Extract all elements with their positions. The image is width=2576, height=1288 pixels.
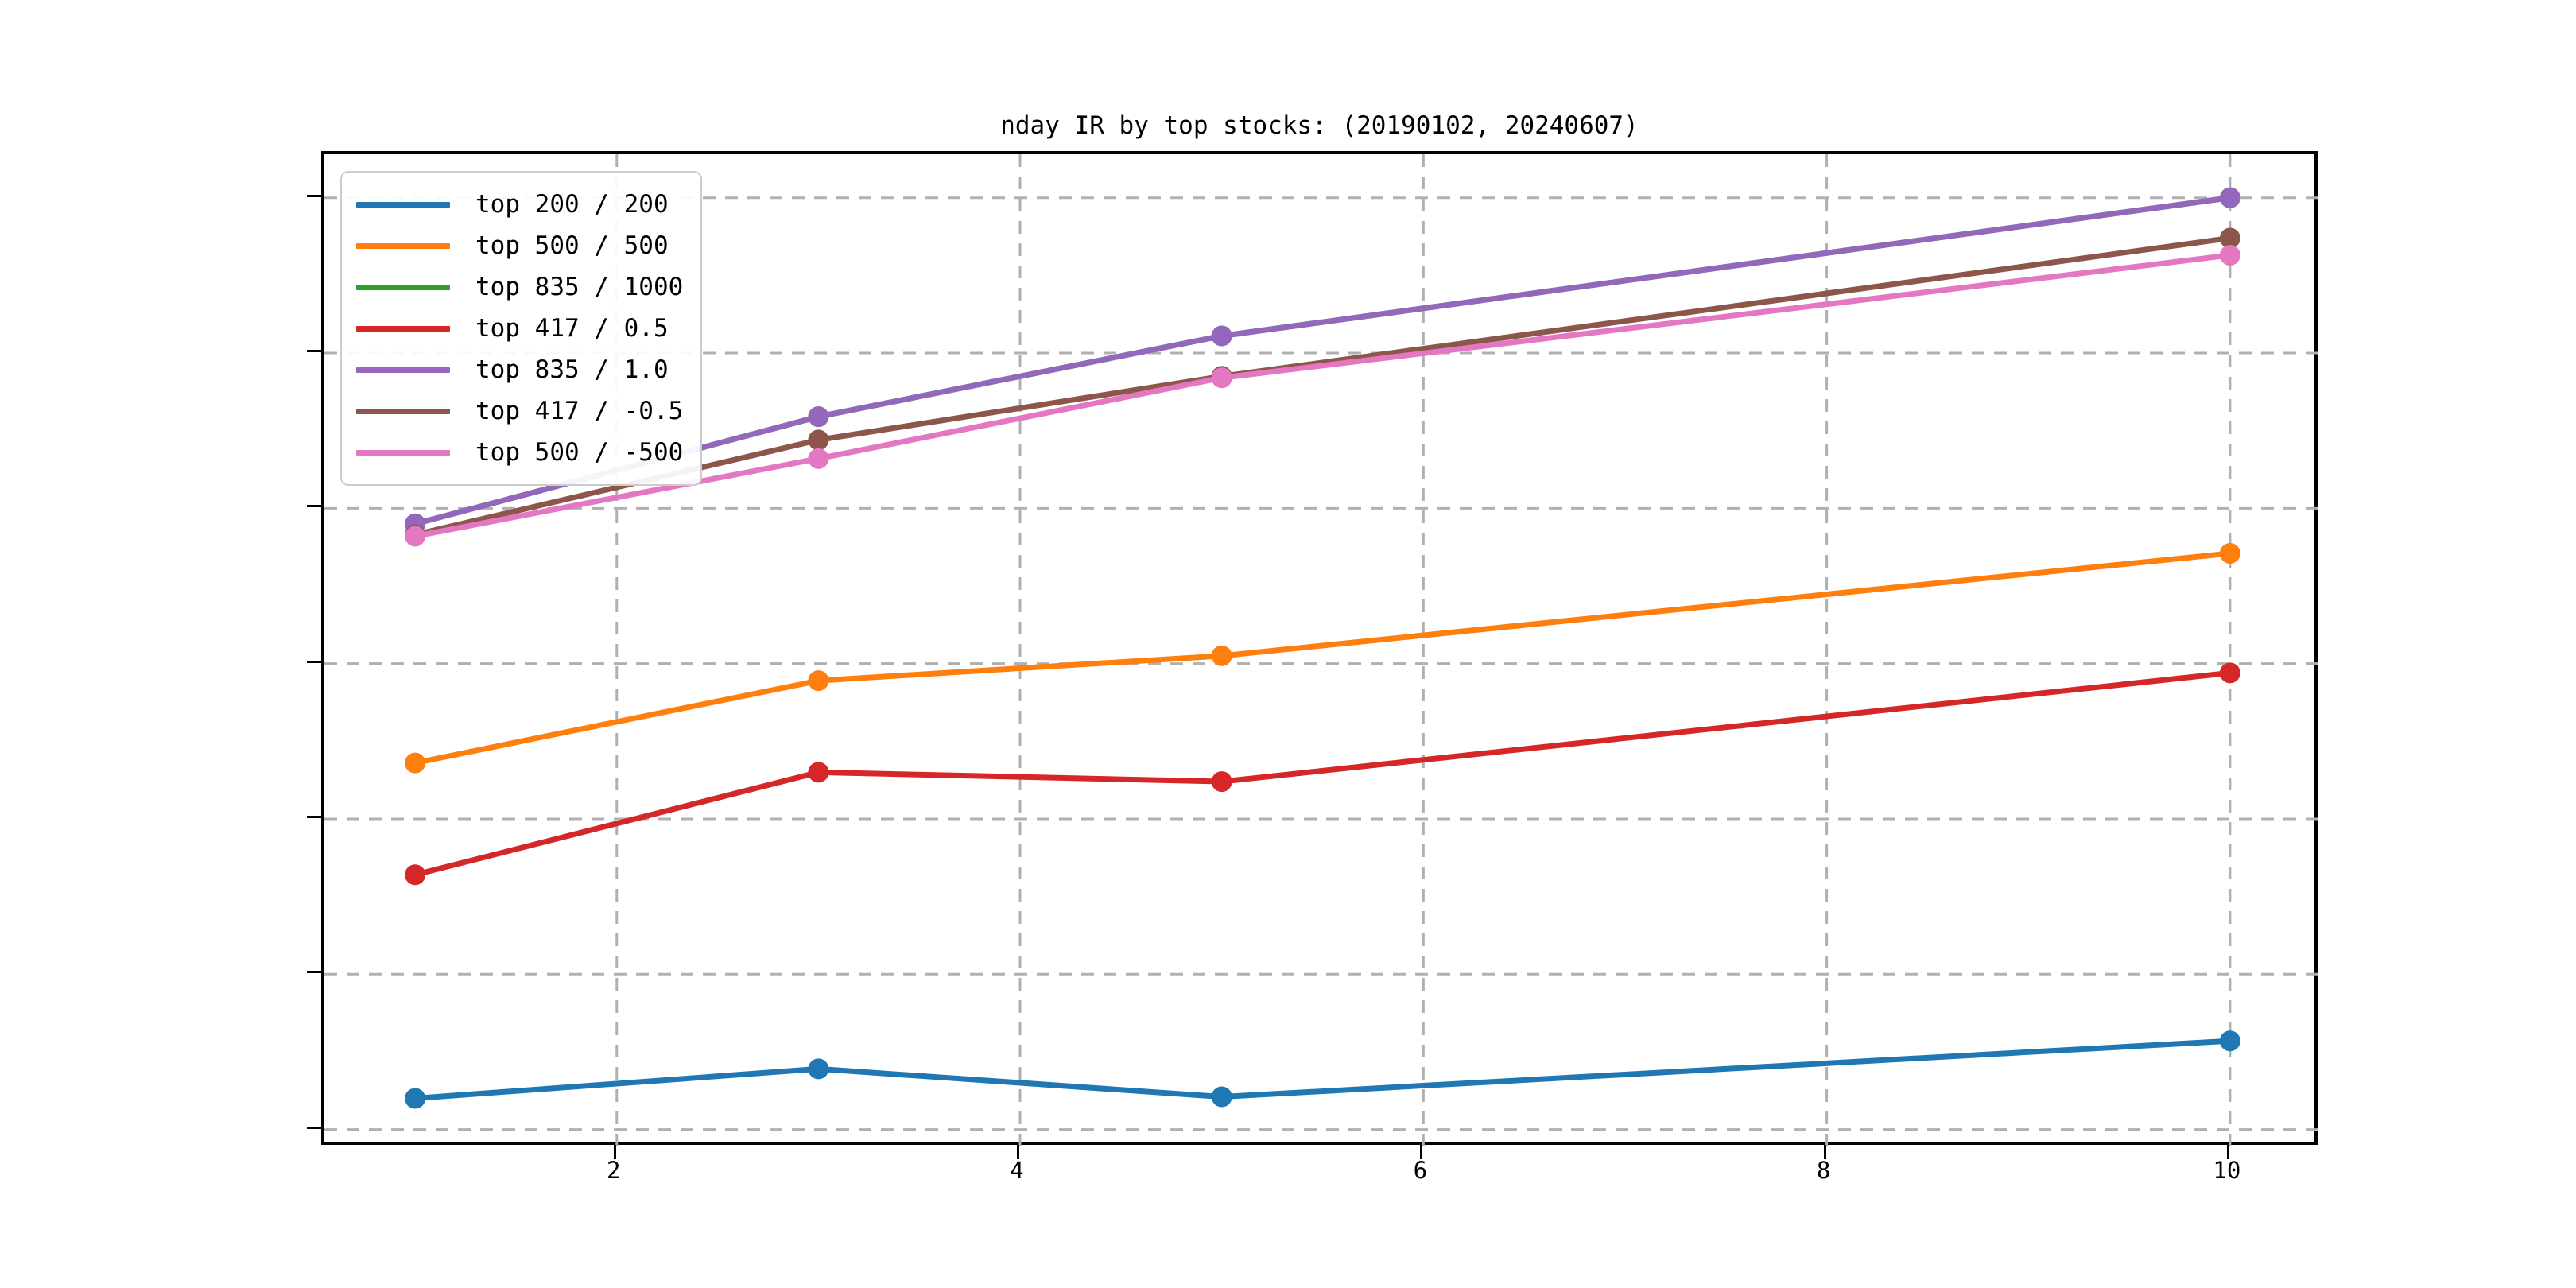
y-tick-mark (307, 815, 321, 818)
legend-color-swatch (356, 201, 450, 208)
data-point-marker (808, 448, 829, 469)
data-point-marker (1211, 1086, 1232, 1108)
legend-color-swatch (356, 325, 450, 332)
data-point-marker (808, 429, 829, 451)
legend-item-label: top 500 / 500 (475, 231, 669, 260)
data-point-marker (1211, 325, 1232, 347)
x-tick-label: 6 (1413, 1157, 1428, 1184)
legend-color-swatch (356, 242, 450, 249)
x-tick-mark (2226, 1145, 2229, 1159)
y-tick-mark (307, 1126, 321, 1129)
data-series (405, 662, 2240, 886)
data-point-marker (2219, 244, 2240, 266)
data-point-marker (808, 670, 829, 692)
series-line (412, 669, 2233, 878)
legend-item[interactable]: top 500 / -500 (356, 432, 683, 473)
legend-item-label: top 417 / -0.5 (475, 397, 684, 425)
data-point-marker (808, 1058, 829, 1080)
data-point-marker (808, 406, 829, 428)
data-point-marker (1211, 367, 1232, 389)
data-series (405, 244, 2240, 547)
data-point-marker (1211, 645, 1232, 666)
legend-item-label: top 500 / -500 (475, 438, 684, 467)
series-line (412, 1038, 2233, 1101)
series-line (412, 252, 2233, 539)
legend-item-label: top 417 / 0.5 (475, 314, 669, 343)
x-tick-label: 2 (607, 1157, 621, 1184)
data-point-marker (405, 526, 426, 547)
x-tick-mark (613, 1145, 616, 1159)
data-point-marker (2219, 227, 2240, 249)
data-point-marker (2219, 1030, 2240, 1052)
chart-title: nday IR by top stocks: (20190102, 202406… (1000, 111, 1639, 140)
x-tick-label: 8 (1816, 1157, 1831, 1184)
legend-color-swatch (356, 284, 450, 290)
data-point-marker (2219, 662, 2240, 684)
legend-item[interactable]: top 417 / 0.5 (356, 308, 683, 349)
y-tick-mark (307, 350, 321, 352)
y-tick-mark (307, 194, 321, 197)
series-line (412, 235, 2233, 538)
data-point-marker (808, 762, 829, 783)
legend-color-swatch (356, 449, 450, 456)
x-tick-mark (1823, 1145, 1826, 1159)
chart-legend[interactable]: top 200 / 200 top 500 / 500 top 835 / 1000… (340, 171, 703, 486)
legend-item[interactable]: top 835 / 1.0 (356, 349, 683, 390)
y-tick-mark (307, 660, 321, 663)
y-tick-mark (307, 505, 321, 508)
x-tick-mark (1420, 1145, 1423, 1159)
data-series (405, 1030, 2240, 1109)
x-tick-label: 10 (2213, 1157, 2241, 1184)
data-point-marker (405, 1088, 426, 1109)
legend-item[interactable]: top 500 / 500 (356, 225, 683, 266)
data-point-marker (1211, 771, 1232, 793)
legend-item-label: top 200 / 200 (475, 190, 669, 219)
data-point-marker (2219, 187, 2240, 208)
x-tick-label: 4 (1010, 1157, 1024, 1184)
legend-item[interactable]: top 417 / -0.5 (356, 390, 683, 432)
series-line (412, 550, 2233, 766)
x-tick-mark (1017, 1145, 1020, 1159)
data-point-marker (2219, 542, 2240, 564)
legend-item-label: top 835 / 1000 (475, 273, 684, 301)
data-point-marker (405, 864, 426, 886)
legend-color-swatch (356, 367, 450, 373)
y-tick-mark (307, 971, 321, 974)
data-point-marker (405, 752, 426, 774)
legend-item[interactable]: top 835 / 1000 (356, 266, 683, 308)
legend-item-label: top 835 / 1.0 (475, 355, 669, 384)
data-series (405, 542, 2240, 774)
legend-item[interactable]: top 200 / 200 (356, 184, 683, 225)
legend-color-swatch (356, 408, 450, 414)
